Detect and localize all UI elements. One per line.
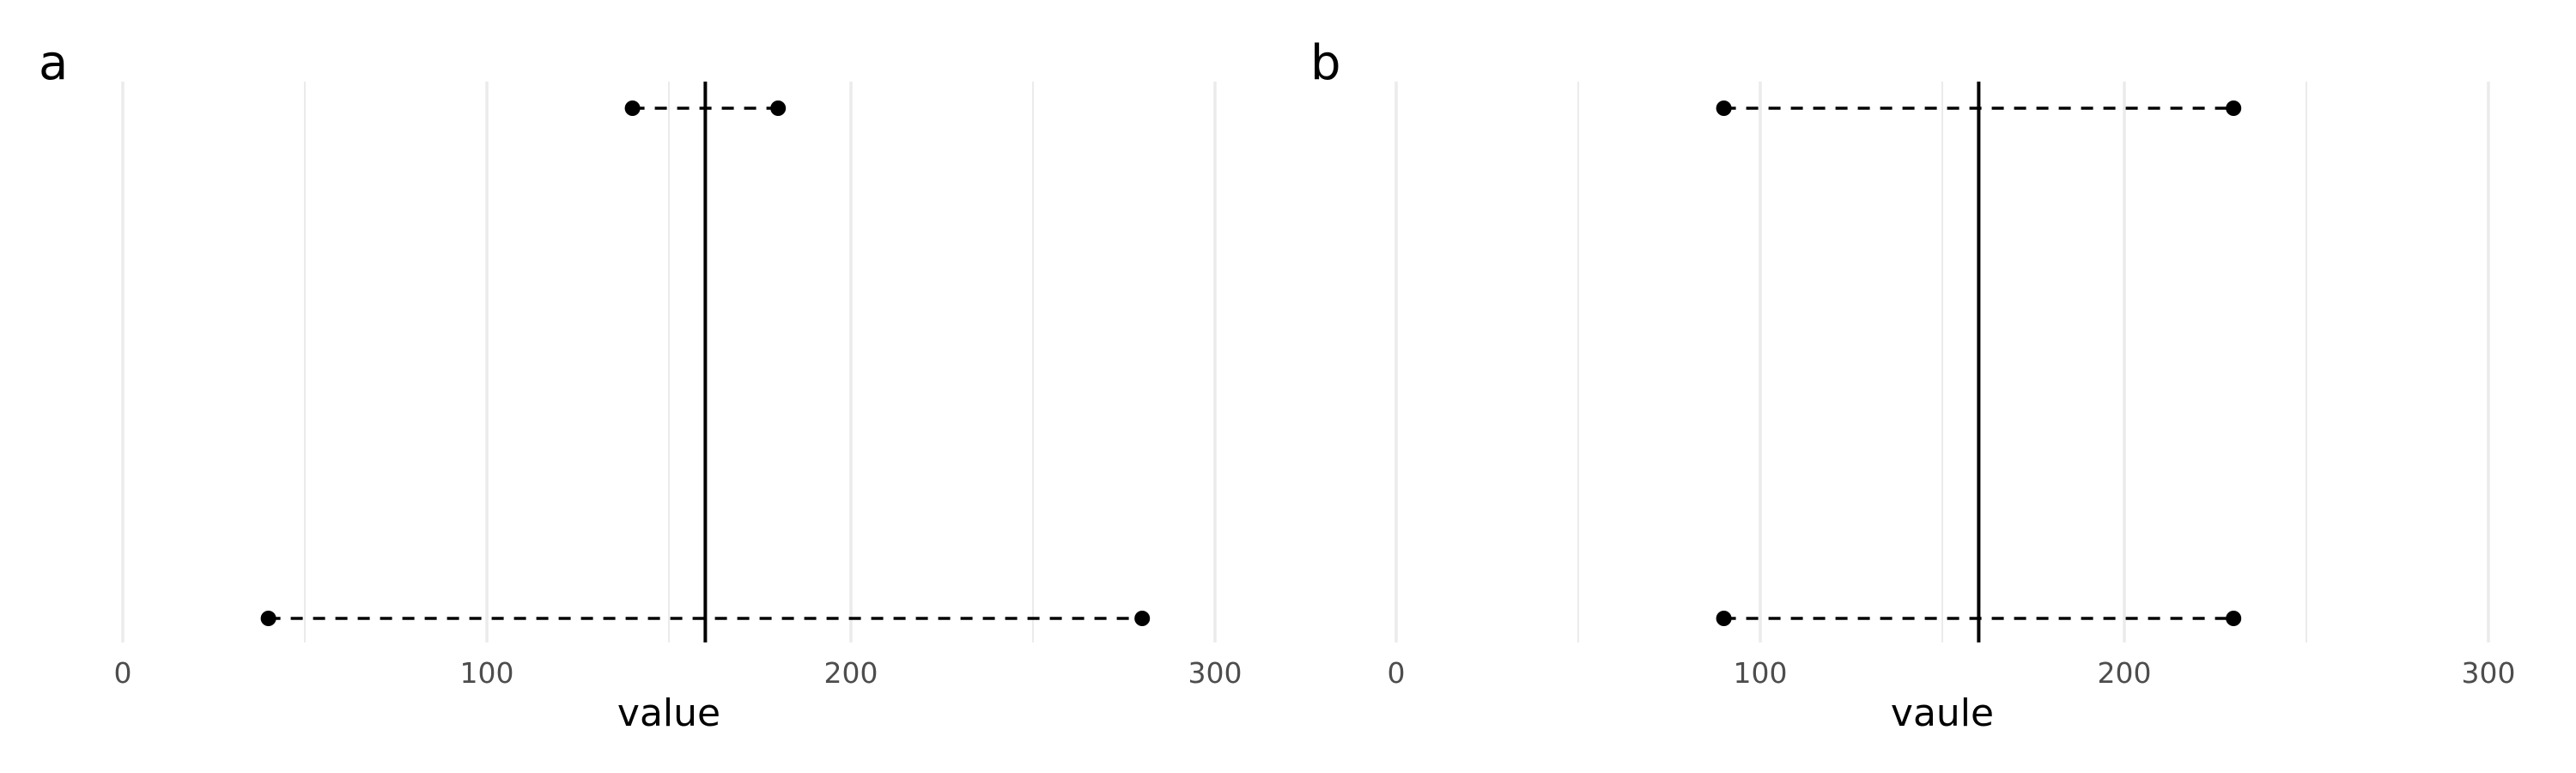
segment-start-point	[624, 100, 641, 116]
segment-end-point	[2226, 100, 2242, 116]
segment-end-point	[2226, 611, 2242, 626]
panel-b: b 0 100 200 300 vaule	[1310, 35, 2516, 735]
x-tick-label: 100	[460, 656, 514, 690]
x-tick-label: 300	[1188, 656, 1242, 690]
panel-tag: b	[1310, 35, 1341, 91]
x-tick-label: 300	[2462, 656, 2516, 690]
panel-tag: a	[39, 35, 68, 91]
segment-start-point	[1716, 100, 1732, 116]
x-tick-label: 0	[114, 656, 132, 690]
x-tick-label: 100	[1734, 656, 1788, 690]
segment-start-point	[1716, 611, 1732, 626]
segment-end-point	[770, 100, 787, 116]
x-axis-title: vaule	[1891, 691, 1994, 735]
x-tick-label: 0	[1388, 656, 1406, 690]
x-tick-label: 200	[2098, 656, 2152, 690]
x-axis-title: value	[617, 691, 720, 735]
x-tick-label: 200	[824, 656, 878, 690]
panel-a: a 0 100 200 300 value	[39, 35, 1242, 735]
segment-end-point	[1134, 611, 1151, 626]
segment-start-point	[260, 611, 276, 626]
